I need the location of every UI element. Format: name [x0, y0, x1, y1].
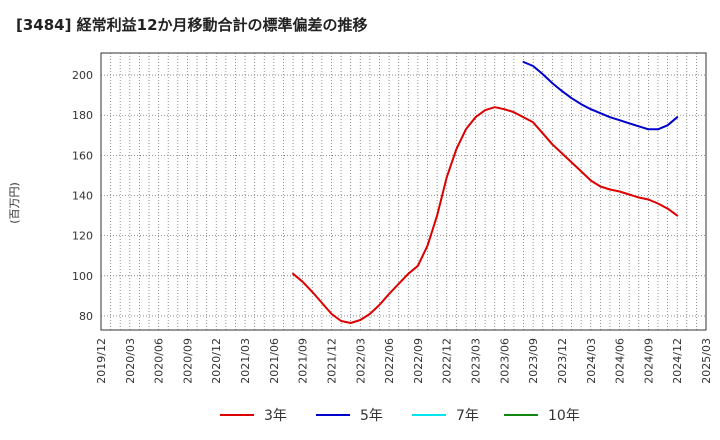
x-tick-label: 2021/12	[325, 338, 338, 384]
y-tick-label: 80	[79, 310, 93, 323]
legend-item: 10年	[504, 402, 580, 428]
x-tick-label: 2023/03	[470, 338, 483, 384]
y-tick-label: 160	[72, 149, 93, 162]
series-line	[292, 106, 679, 324]
y-tick-label: 120	[72, 230, 93, 243]
legend-label: 3年	[264, 408, 287, 424]
legend-item: 7年	[412, 402, 479, 428]
x-tick-label: 2023/12	[556, 338, 569, 384]
legend-item: 5年	[316, 402, 383, 428]
x-tick-label: 2024/12	[671, 338, 684, 384]
x-tick-label: 2019/12	[95, 338, 108, 384]
legend-swatch	[412, 414, 446, 416]
x-tick-label: 2021/06	[268, 338, 281, 384]
legend-swatch	[220, 414, 254, 416]
legend-label: 10年	[548, 408, 580, 424]
series-line	[522, 61, 679, 131]
legend-label: 5年	[360, 408, 383, 424]
y-axis-label: (百万円)	[8, 182, 21, 224]
x-tick-label: 2022/03	[354, 338, 367, 384]
x-tick-label: 2022/12	[441, 338, 454, 384]
x-tick-label: 2024/06	[614, 338, 627, 384]
x-tick-label: 2024/09	[642, 338, 655, 384]
legend-swatch	[316, 414, 350, 416]
x-tick-label: 2024/03	[585, 338, 598, 384]
plot-frame	[100, 52, 707, 331]
x-tick-label: 2025/03	[700, 338, 713, 384]
y-tick-label: 200	[72, 69, 93, 82]
x-tick-label: 2020/03	[124, 338, 137, 384]
x-tick-label: 2020/06	[153, 338, 166, 384]
y-tick-label: 140	[72, 190, 93, 203]
x-tick-label: 2022/09	[412, 338, 425, 384]
chart-legend: 3年 5年 7年 10年	[0, 402, 720, 428]
grid-lines	[101, 53, 706, 330]
x-tick-label: 2021/03	[239, 338, 252, 384]
y-tick-label: 100	[72, 270, 93, 283]
legend-label: 7年	[456, 408, 479, 424]
legend-item: 3年	[220, 402, 287, 428]
x-tick-label: 2020/09	[181, 338, 194, 384]
legend-swatch	[504, 414, 538, 416]
x-tick-label: 2020/12	[210, 338, 223, 384]
x-tick-label: 2023/09	[527, 338, 540, 384]
chart-title: [3484] 経常利益12か月移動合計の標準偏差の推移	[16, 16, 368, 34]
x-tick-label: 2022/06	[383, 338, 396, 384]
y-tick-label: 180	[72, 109, 93, 122]
x-tick-label: 2023/06	[498, 338, 511, 384]
x-tick-label: 2021/09	[297, 338, 310, 384]
